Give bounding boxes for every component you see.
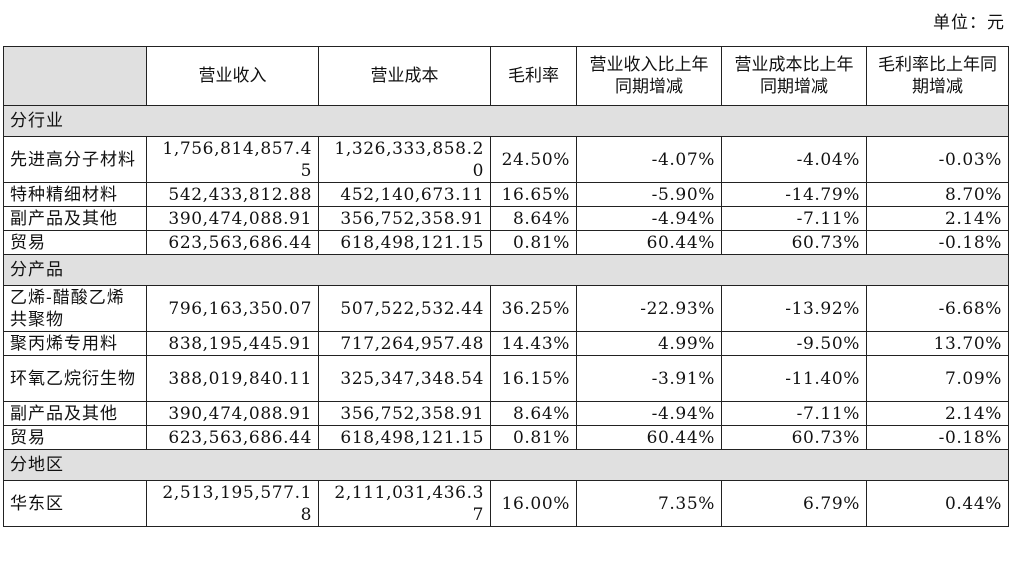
header-row: 营业收入 营业成本 毛利率 营业收入比上年同期增减 营业成本比上年同期增减 毛利… — [3, 46, 1009, 106]
revenue-cell: 838,195,445.91 — [146, 331, 319, 356]
margin-cell: 14.43% — [490, 331, 577, 356]
margin-change-cell: 13.70% — [866, 331, 1009, 356]
section-row-product: 分产品 — [3, 254, 1009, 286]
row-label: 乙烯-醋酸乙烯共聚物 — [3, 285, 147, 332]
cost-change-cell: -9.50% — [721, 331, 867, 356]
revenue-cell: 623,563,686.44 — [146, 230, 319, 255]
revenue-cell: 2,513,195,577.18 — [146, 480, 319, 527]
table-row: 贸易 623,563,686.44 618,498,121.15 0.81% 6… — [3, 230, 1009, 255]
cost-change-cell: -11.40% — [721, 355, 867, 402]
margin-cell: 8.64% — [490, 401, 577, 426]
cost-cell: 325,347,348.54 — [318, 355, 491, 402]
cost-change-cell: -7.11% — [721, 401, 867, 426]
margin-cell: 0.81% — [490, 425, 577, 450]
row-label: 贸易 — [3, 425, 147, 450]
row-label: 贸易 — [3, 230, 147, 255]
revenue-cell: 390,474,088.91 — [146, 401, 319, 426]
cost-change-cell: 60.73% — [721, 425, 867, 450]
revenue-change-cell: -4.94% — [576, 401, 722, 426]
cost-cell: 618,498,121.15 — [318, 230, 491, 255]
revenue-breakdown-table: 营业收入 营业成本 毛利率 营业收入比上年同期增减 营业成本比上年同期增减 毛利… — [3, 46, 1009, 527]
unit-label: 单位：元 — [933, 13, 1005, 33]
cost-change-cell: -13.92% — [721, 285, 867, 332]
row-label: 华东区 — [3, 480, 147, 527]
revenue-change-cell: -4.07% — [576, 136, 722, 183]
margin-change-cell: -0.03% — [866, 136, 1009, 183]
table-row: 华东区 2,513,195,577.18 2,111,031,436.37 16… — [3, 480, 1009, 527]
revenue-change-cell: -4.94% — [576, 206, 722, 231]
row-label: 环氧乙烷衍生物 — [3, 355, 147, 402]
margin-change-cell: -6.68% — [866, 285, 1009, 332]
cost-change-cell: -4.04% — [721, 136, 867, 183]
table-row: 环氧乙烷衍生物 388,019,840.11 325,347,348.54 16… — [3, 355, 1009, 402]
table-row: 先进高分子材料 1,756,814,857.45 1,326,333,858.2… — [3, 136, 1009, 183]
cost-change-cell: -14.79% — [721, 182, 867, 207]
cost-cell: 2,111,031,436.37 — [318, 480, 491, 527]
row-label: 副产品及其他 — [3, 206, 147, 231]
section-title: 分产品 — [3, 254, 1009, 286]
section-title: 分行业 — [3, 105, 1009, 137]
header-cell-cost-change: 营业成本比上年同期增减 — [721, 46, 867, 106]
revenue-change-cell: 60.44% — [576, 425, 722, 450]
cost-change-cell: -7.11% — [721, 206, 867, 231]
margin-cell: 16.00% — [490, 480, 577, 527]
row-label: 聚丙烯专用料 — [3, 331, 147, 356]
cost-cell: 1,326,333,858.20 — [318, 136, 491, 183]
cost-cell: 717,264,957.48 — [318, 331, 491, 356]
margin-change-cell: 8.70% — [866, 182, 1009, 207]
margin-cell: 16.65% — [490, 182, 577, 207]
margin-change-cell: 7.09% — [866, 355, 1009, 402]
cost-cell: 618,498,121.15 — [318, 425, 491, 450]
revenue-cell: 390,474,088.91 — [146, 206, 319, 231]
cost-cell: 507,522,532.44 — [318, 285, 491, 332]
revenue-change-cell: -22.93% — [576, 285, 722, 332]
margin-cell: 24.50% — [490, 136, 577, 183]
table-row: 副产品及其他 390,474,088.91 356,752,358.91 8.6… — [3, 401, 1009, 426]
row-label: 先进高分子材料 — [3, 136, 147, 183]
cost-cell: 356,752,358.91 — [318, 206, 491, 231]
header-cell-margin: 毛利率 — [490, 46, 577, 106]
table-row: 副产品及其他 390,474,088.91 356,752,358.91 8.6… — [3, 206, 1009, 231]
header-cell-margin-change: 毛利率比上年同期增减 — [866, 46, 1009, 106]
margin-change-cell: 0.44% — [866, 480, 1009, 527]
section-row-industry: 分行业 — [3, 105, 1009, 137]
revenue-change-cell: -5.90% — [576, 182, 722, 207]
row-label: 特种精细材料 — [3, 182, 147, 207]
margin-cell: 8.64% — [490, 206, 577, 231]
table-row: 特种精细材料 542,433,812.88 452,140,673.11 16.… — [3, 182, 1009, 207]
row-label: 副产品及其他 — [3, 401, 147, 426]
revenue-cell: 623,563,686.44 — [146, 425, 319, 450]
cost-cell: 452,140,673.11 — [318, 182, 491, 207]
revenue-change-cell: 4.99% — [576, 331, 722, 356]
section-title: 分地区 — [3, 449, 1009, 481]
margin-cell: 16.15% — [490, 355, 577, 402]
revenue-cell: 542,433,812.88 — [146, 182, 319, 207]
table-row: 贸易 623,563,686.44 618,498,121.15 0.81% 6… — [3, 425, 1009, 450]
margin-change-cell: -0.18% — [866, 425, 1009, 450]
margin-cell: 36.25% — [490, 285, 577, 332]
revenue-change-cell: 60.44% — [576, 230, 722, 255]
margin-change-cell: 2.14% — [866, 401, 1009, 426]
cost-cell: 356,752,358.91 — [318, 401, 491, 426]
section-row-region: 分地区 — [3, 449, 1009, 481]
revenue-change-cell: 7.35% — [576, 480, 722, 527]
margin-cell: 0.81% — [490, 230, 577, 255]
cost-change-cell: 6.79% — [721, 480, 867, 527]
cost-change-cell: 60.73% — [721, 230, 867, 255]
revenue-change-cell: -3.91% — [576, 355, 722, 402]
margin-change-cell: 2.14% — [866, 206, 1009, 231]
margin-change-cell: -0.18% — [866, 230, 1009, 255]
header-cell-cost: 营业成本 — [318, 46, 491, 106]
header-cell-revenue: 营业收入 — [146, 46, 319, 106]
revenue-cell: 1,756,814,857.45 — [146, 136, 319, 183]
table-row: 聚丙烯专用料 838,195,445.91 717,264,957.48 14.… — [3, 331, 1009, 356]
table-row: 乙烯-醋酸乙烯共聚物 796,163,350.07 507,522,532.44… — [3, 285, 1009, 332]
header-cell-revenue-change: 营业收入比上年同期增减 — [576, 46, 722, 106]
revenue-cell: 388,019,840.11 — [146, 355, 319, 402]
header-cell-blank — [3, 46, 147, 106]
revenue-cell: 796,163,350.07 — [146, 285, 319, 332]
